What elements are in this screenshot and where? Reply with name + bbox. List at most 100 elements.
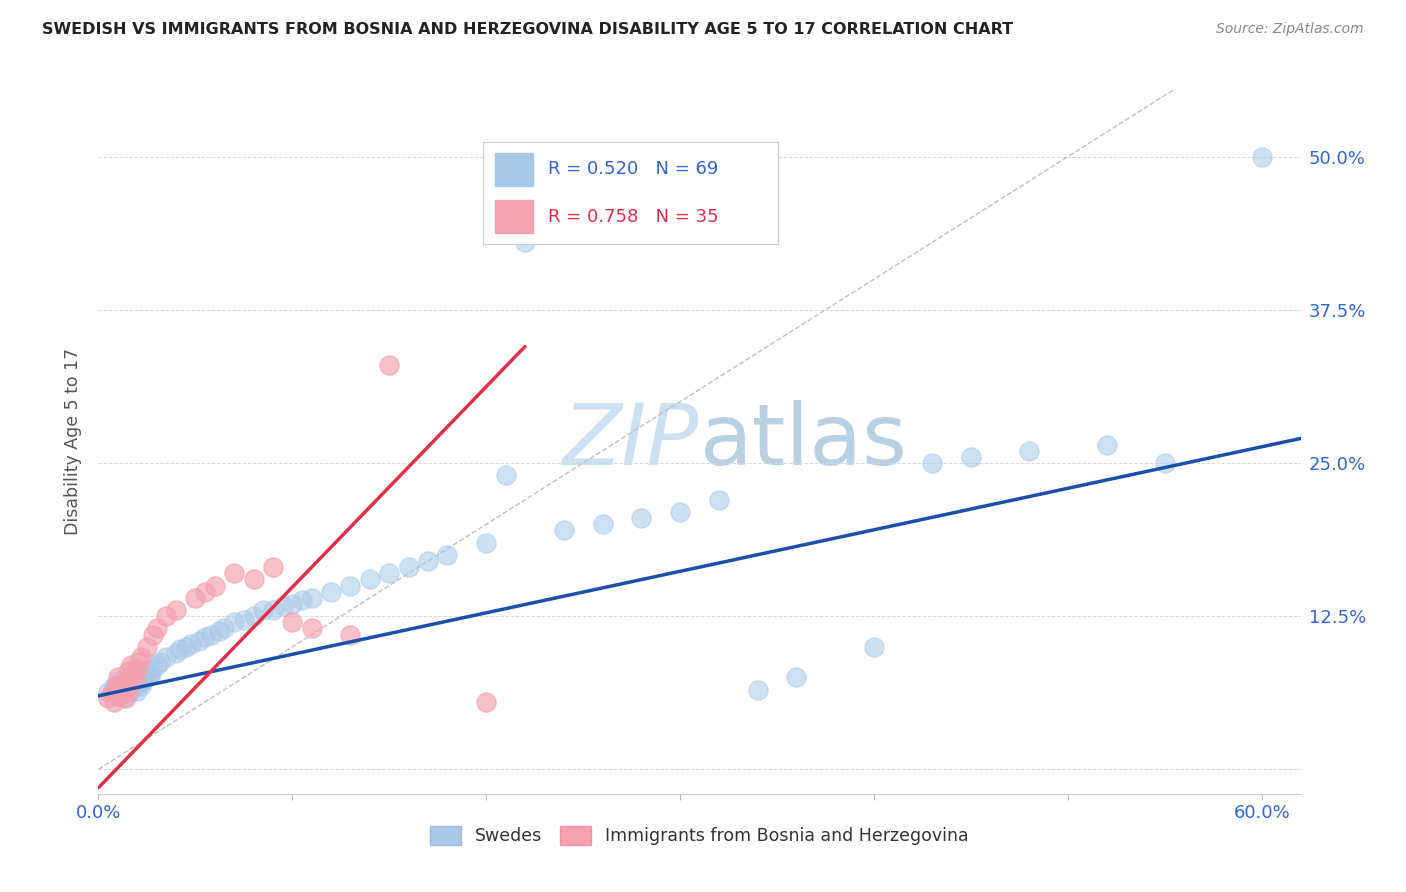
Point (135, 665, 157, 679)
Point (128, 655, 150, 669)
Point (475, 535, 498, 549)
Point (122, 681, 145, 696)
Point (117, 680, 139, 694)
Point (224, 615, 246, 630)
Point (118, 686, 141, 700)
Point (863, 640, 886, 654)
Point (114, 674, 136, 689)
Point (103, 679, 125, 693)
Point (291, 593, 314, 607)
Point (118, 680, 141, 694)
Point (129, 679, 152, 693)
Point (97, 685, 120, 699)
Text: Source: ZipAtlas.com: Source: ZipAtlas.com (1216, 22, 1364, 37)
Point (378, 358, 401, 372)
Point (281, 615, 304, 630)
Point (194, 584, 217, 599)
Point (513, 235, 536, 250)
Point (145, 658, 167, 673)
Point (301, 622, 323, 636)
Point (262, 560, 284, 574)
Point (107, 689, 129, 703)
Point (359, 573, 381, 587)
Point (107, 689, 129, 703)
Point (111, 682, 134, 697)
Point (204, 578, 226, 592)
Text: R = 0.520   N = 69: R = 0.520 N = 69 (548, 161, 718, 178)
Point (416, 554, 439, 568)
Point (180, 637, 202, 651)
Point (1153, 456, 1175, 470)
Text: SWEDISH VS IMMIGRANTS FROM BOSNIA AND HERZEGOVINA DISABILITY AGE 5 TO 17 CORRELA: SWEDISH VS IMMIGRANTS FROM BOSNIA AND HE… (42, 22, 1014, 37)
Point (436, 548, 458, 562)
Point (188, 633, 211, 648)
Point (155, 609, 177, 624)
Point (117, 670, 139, 684)
Point (112, 676, 135, 690)
Point (378, 566, 401, 581)
Point (111, 676, 134, 690)
Point (174, 640, 197, 654)
Point (127, 684, 149, 698)
Text: atlas: atlas (700, 400, 907, 483)
Point (165, 603, 187, 617)
Point (184, 591, 207, 605)
Point (495, 468, 517, 483)
Point (669, 505, 692, 519)
Point (921, 456, 943, 470)
Point (117, 665, 139, 679)
Point (200, 627, 222, 641)
Point (224, 566, 246, 581)
Point (553, 524, 575, 538)
Point (134, 670, 156, 684)
Point (112, 691, 135, 706)
Point (1095, 437, 1118, 451)
Point (138, 669, 160, 683)
Text: ZIP: ZIP (564, 400, 700, 483)
Point (135, 640, 157, 654)
Point (120, 675, 142, 690)
Point (104, 679, 127, 693)
Y-axis label: Disability Age 5 to 17: Disability Age 5 to 17 (65, 348, 83, 535)
Point (281, 597, 304, 611)
Point (103, 695, 125, 709)
Point (127, 666, 149, 681)
Point (960, 450, 983, 464)
Point (117, 685, 139, 699)
Point (214, 622, 236, 636)
Point (139, 666, 162, 681)
Point (747, 682, 769, 697)
Point (339, 627, 361, 641)
Point (592, 517, 614, 532)
Point (149, 655, 172, 669)
FancyBboxPatch shape (495, 153, 533, 186)
Point (208, 624, 231, 638)
Point (262, 603, 284, 617)
Point (319, 584, 342, 599)
Legend: Swedes, Immigrants from Bosnia and Herzegovina: Swedes, Immigrants from Bosnia and Herze… (423, 819, 976, 852)
FancyBboxPatch shape (495, 200, 533, 233)
Point (97, 691, 120, 706)
Text: R = 0.758   N = 35: R = 0.758 N = 35 (548, 208, 718, 226)
Point (1250, 150, 1272, 164)
Point (194, 630, 217, 644)
Point (114, 691, 136, 706)
Point (124, 672, 146, 686)
Point (630, 511, 652, 525)
Point (128, 676, 150, 690)
Point (165, 646, 187, 660)
Point (398, 560, 420, 574)
Point (232, 613, 254, 627)
Point (127, 662, 149, 676)
Point (122, 673, 145, 687)
Point (707, 492, 730, 507)
Point (475, 695, 498, 709)
Point (301, 591, 323, 605)
Point (145, 622, 167, 636)
Point (155, 649, 177, 664)
Point (129, 649, 152, 664)
Point (785, 670, 807, 684)
Point (339, 578, 361, 592)
Point (169, 642, 191, 657)
Point (101, 686, 124, 700)
